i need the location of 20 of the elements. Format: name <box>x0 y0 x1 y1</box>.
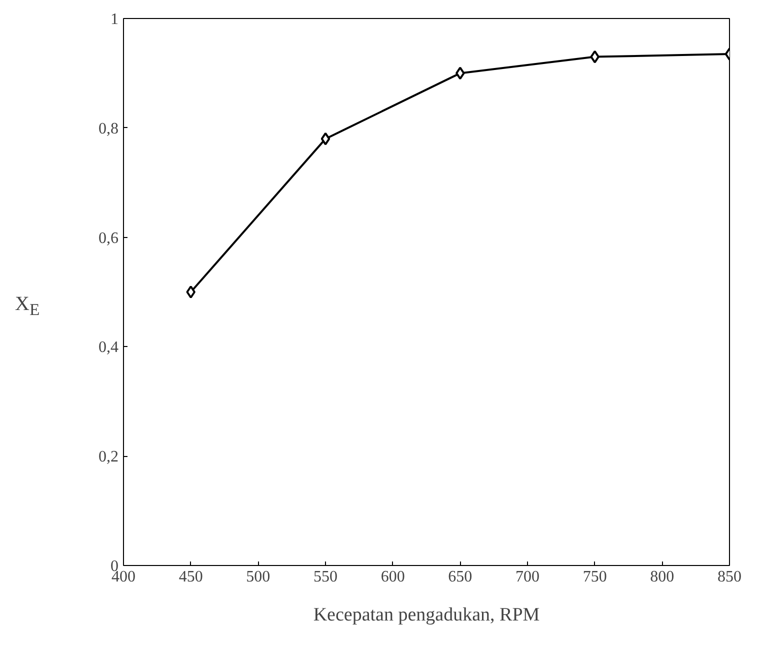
point <box>456 66 465 80</box>
x-tick-label: 600 <box>380 568 405 586</box>
y-tick-label: 0,6 <box>98 230 118 247</box>
y-tick-label: 0,8 <box>98 120 118 138</box>
x-tick-label: 800 <box>650 568 674 586</box>
x-axis-title: Kecepatan pengadukan, RPM <box>313 604 540 626</box>
x-tick-label: 450 <box>178 568 203 586</box>
x-tick-label: 550 <box>314 568 338 586</box>
x-tick-label: 500 <box>246 568 270 586</box>
y-axis-title: X$_{E}$ <box>15 292 40 321</box>
point <box>590 50 600 64</box>
y-tick-label: 1 <box>110 11 118 28</box>
x-tick-label: 750 <box>582 568 607 586</box>
x-tick-label: 650 <box>448 568 472 586</box>
y-tick-label: 0,4 <box>98 339 118 356</box>
y-tick-label: 0,2 <box>98 448 118 466</box>
x-tick-label: 700 <box>516 568 540 586</box>
point <box>186 286 196 298</box>
x-tick-label: 850 <box>718 568 742 586</box>
point <box>320 132 330 146</box>
